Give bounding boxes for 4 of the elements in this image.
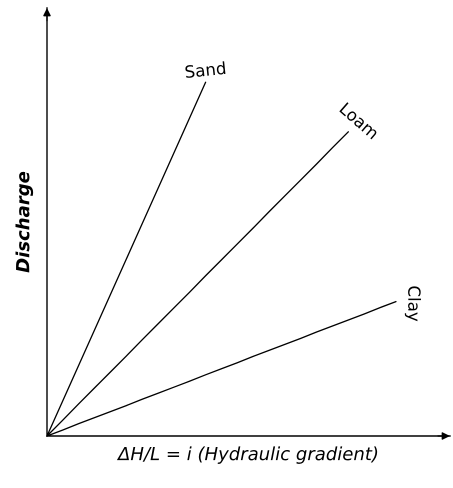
text: Sand	[184, 61, 226, 78]
y-axis-title: Discharge	[15, 172, 34, 272]
text: Clay	[404, 286, 421, 322]
x-axis-title: ΔH/L = i (Hydraulic gradient)	[116, 446, 378, 464]
